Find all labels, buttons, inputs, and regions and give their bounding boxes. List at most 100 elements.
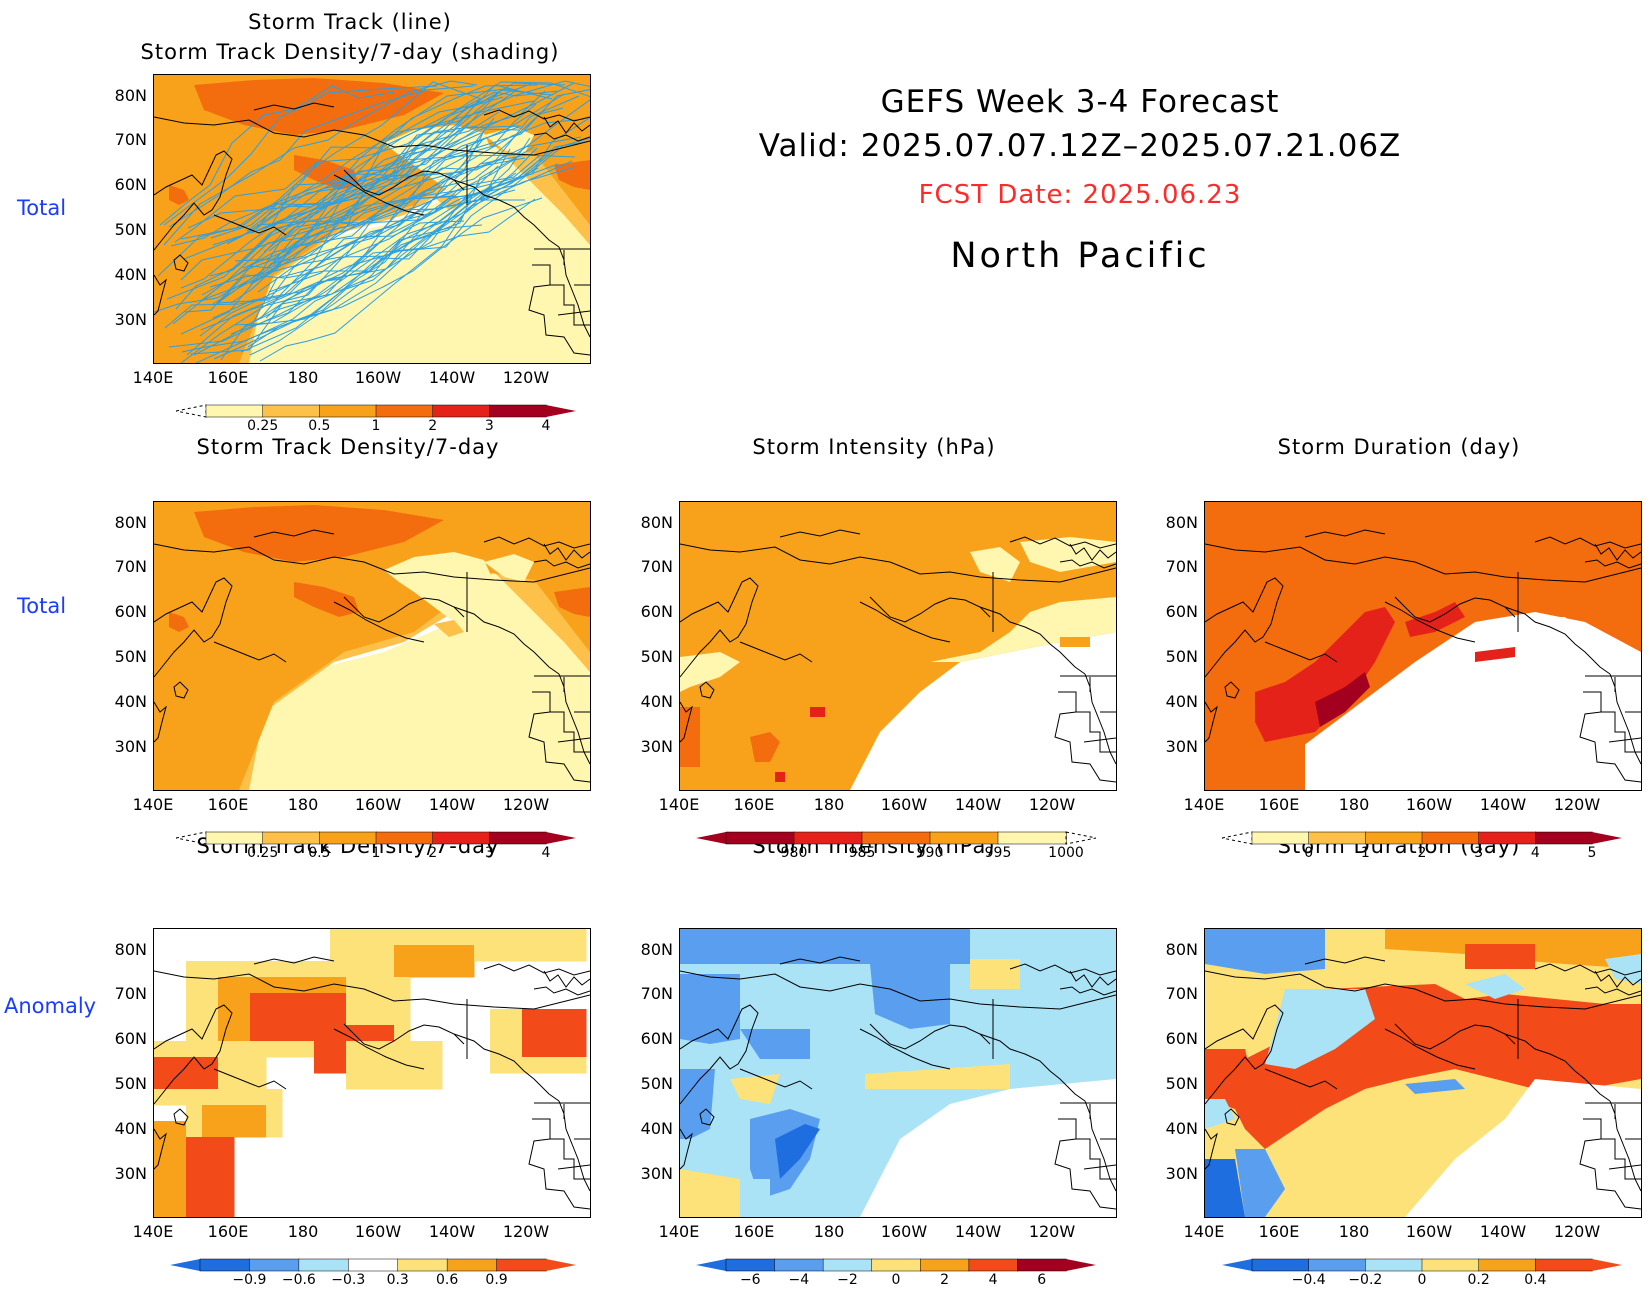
colorbar-tick-label: 0.25: [247, 418, 279, 434]
colorbar-tick-label: 3: [1474, 845, 1484, 861]
colorbar-tick-label: 1: [1360, 845, 1370, 861]
colorbar-tick-label: 0.6: [436, 1272, 459, 1288]
colorbar-tick-label: 0: [1304, 845, 1314, 861]
colorbar-intensity-anomaly: −6 −4 −2 0 2 4 6: [696, 1258, 1096, 1298]
row-label-anomaly: Anomaly: [4, 994, 97, 1018]
lat-tick-label: 40N: [640, 692, 673, 711]
lon-tick-label: 120W: [1028, 795, 1076, 814]
lon-tick-label: 160W: [354, 795, 402, 814]
colorbar-tick-label: 4: [541, 845, 551, 861]
colorbar-tick-label: 1: [371, 418, 381, 434]
lat-tick-label: 40N: [114, 265, 147, 284]
colorbar-tick-label: 1000: [1048, 845, 1084, 861]
colorbar-tick-label: 3: [484, 845, 494, 861]
lon-tick-label: 160W: [880, 1222, 928, 1241]
colorbar-tick-label: 0.2: [1467, 1272, 1490, 1288]
colorbar-tick-label: 2: [428, 418, 438, 434]
lat-tick-label: 80N: [640, 513, 673, 532]
top-panel-title-line1: Storm Track (line): [248, 10, 452, 34]
colorbar-tick-label: 985: [848, 845, 876, 861]
colorbar-duration-total: 0 1 2 3 4 5: [1222, 831, 1622, 871]
lon-tick-label: 180: [287, 795, 319, 814]
colorbar-tick-label: −0.9: [232, 1272, 267, 1288]
lon-tick-label: 160E: [1258, 795, 1300, 814]
lon-tick-label: 140W: [1479, 795, 1527, 814]
lon-tick-label: 160E: [733, 1222, 775, 1241]
lon-tick-label: 180: [813, 795, 845, 814]
lat-tick-label: 60N: [114, 1029, 147, 1048]
lat-tick-label: 60N: [1165, 1029, 1198, 1048]
lat-tick-label: 70N: [114, 984, 147, 1003]
colorbar-tick-label: −0.6: [281, 1272, 316, 1288]
lon-tick-label: 180: [287, 368, 319, 387]
colorbar-tick-label: 0: [891, 1272, 901, 1288]
lat-tick-label: 60N: [114, 602, 147, 621]
lon-tick-label: 140E: [658, 795, 700, 814]
colorbar-duration-anomaly: −0.4 −0.2 0 0.2 0.4: [1222, 1258, 1622, 1298]
lat-tick-label: 40N: [114, 1119, 147, 1138]
lat-tick-label: 80N: [114, 940, 147, 959]
colorbar-tick-label: 0.5: [308, 845, 331, 861]
map-duration-total: [1204, 501, 1642, 791]
lon-tick-label: 140E: [658, 1222, 700, 1241]
row-label-total: Total: [17, 594, 67, 618]
panel-title-density-total: Storm Track Density/7-day: [196, 435, 500, 459]
lon-tick-label: 160W: [880, 795, 928, 814]
lon-tick-label: 120W: [502, 368, 550, 387]
lon-tick-label: 120W: [1553, 1222, 1601, 1241]
map-duration-anomaly: [1204, 928, 1642, 1218]
colorbar-tick-label: 980: [780, 845, 808, 861]
colorbar-tick-label: 2: [1417, 845, 1427, 861]
map-storm-track-top: [153, 74, 591, 364]
map-intensity-anomaly: [679, 928, 1117, 1218]
lat-tick-label: 30N: [640, 1164, 673, 1183]
lat-tick-label: 30N: [640, 737, 673, 756]
lat-tick-label: 50N: [640, 647, 673, 666]
panel-title-duration-total: Storm Duration (day): [1277, 435, 1521, 459]
lon-tick-label: 180: [287, 1222, 319, 1241]
lon-tick-label: 160E: [207, 795, 249, 814]
valid-range: Valid: 2025.07.07.12Z–2025.07.21.06Z: [758, 128, 1402, 164]
colorbar-tick-label: 3: [484, 418, 494, 434]
lat-tick-label: 50N: [640, 1074, 673, 1093]
lon-tick-label: 160E: [1258, 1222, 1300, 1241]
colorbar-tick-label: −2: [837, 1272, 858, 1288]
lat-tick-label: 60N: [640, 602, 673, 621]
lat-tick-label: 30N: [114, 1164, 147, 1183]
lon-tick-label: 160W: [354, 368, 402, 387]
forecast-title: GEFS Week 3-4 Forecast: [880, 84, 1280, 120]
colorbar-tick-label: −0.2: [1348, 1272, 1383, 1288]
colorbar-tick-label: 1: [371, 845, 381, 861]
lon-tick-label: 140W: [1479, 1222, 1527, 1241]
colorbar-tick-label: 6: [1037, 1272, 1047, 1288]
colorbar-intensity-total: 980 985 990 995 1000: [696, 831, 1096, 871]
lon-tick-label: 140E: [1183, 795, 1225, 814]
lon-tick-label: 160E: [733, 795, 775, 814]
lat-tick-label: 70N: [114, 130, 147, 149]
colorbar-tick-label: −0.3: [331, 1272, 366, 1288]
colorbar-tick-label: −0.4: [1291, 1272, 1326, 1288]
lat-tick-label: 80N: [114, 513, 147, 532]
lon-tick-label: 160E: [207, 368, 249, 387]
lat-tick-label: 50N: [1165, 647, 1198, 666]
lat-tick-label: 30N: [1165, 737, 1198, 756]
lat-tick-label: 60N: [640, 1029, 673, 1048]
colorbar-tick-label: 0.4: [1524, 1272, 1547, 1288]
colorbar-tick-label: 4: [988, 1272, 998, 1288]
lon-tick-label: 140E: [132, 795, 174, 814]
lon-tick-label: 180: [813, 1222, 845, 1241]
lon-tick-label: 140W: [954, 1222, 1002, 1241]
lat-tick-label: 40N: [1165, 692, 1198, 711]
lon-tick-label: 180: [1338, 795, 1370, 814]
lon-tick-label: 140W: [428, 795, 476, 814]
lat-tick-label: 80N: [114, 86, 147, 105]
lat-tick-label: 30N: [1165, 1164, 1198, 1183]
lat-tick-label: 70N: [114, 557, 147, 576]
lat-tick-label: 80N: [1165, 940, 1198, 959]
colorbar-density-total: 0.25 0.5 1 2 3 4: [176, 831, 576, 871]
map-density-anomaly: [153, 928, 591, 1218]
lon-tick-label: 140E: [132, 368, 174, 387]
colorbar-tick-label: −4: [788, 1272, 810, 1288]
lon-tick-label: 180: [1338, 1222, 1370, 1241]
colorbar-tick-label: 0: [1417, 1272, 1427, 1288]
